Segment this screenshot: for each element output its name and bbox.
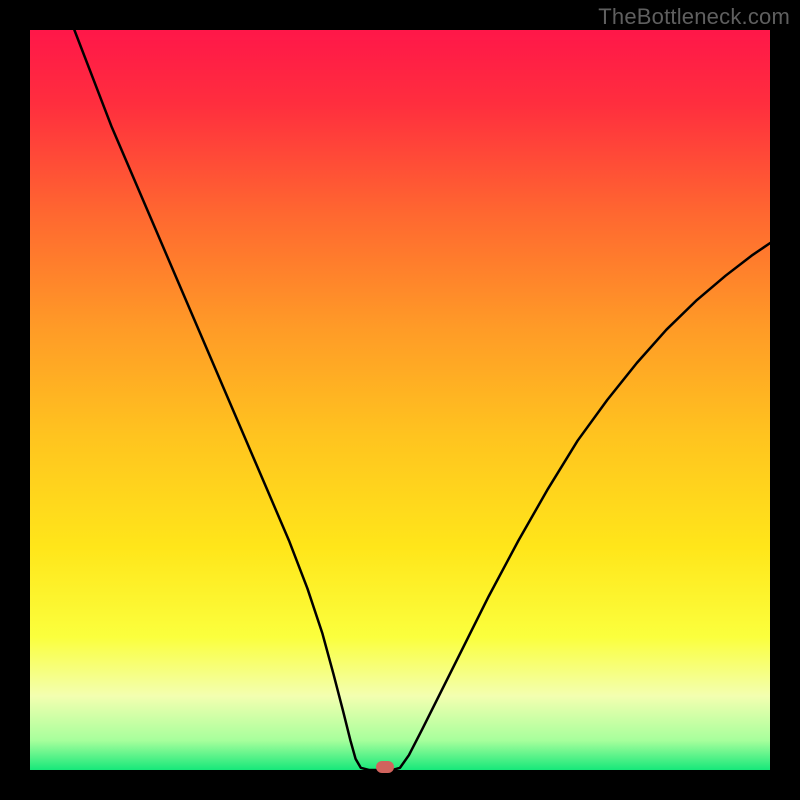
plot-area	[30, 30, 770, 770]
watermark-label: TheBottleneck.com	[598, 4, 790, 30]
gradient-background	[30, 30, 770, 770]
chart-frame: TheBottleneck.com	[0, 0, 800, 800]
chart-svg	[30, 30, 770, 770]
optimal-point-marker	[376, 761, 395, 774]
